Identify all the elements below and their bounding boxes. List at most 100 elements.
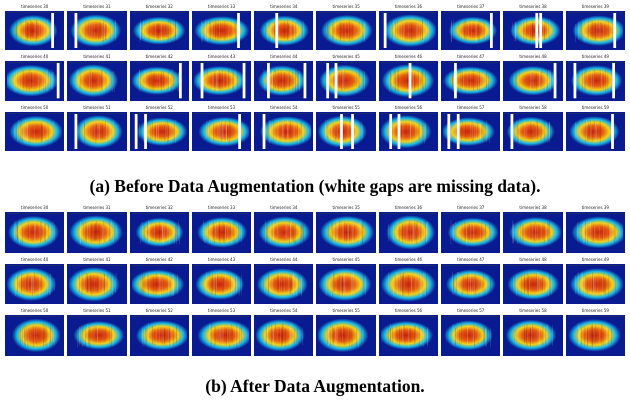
heatmap-cell-title: timeseries 41 — [67, 255, 127, 264]
missing-data-gap — [56, 63, 60, 99]
spectrogram-heatmap — [505, 316, 561, 354]
spectrogram-heatmap — [7, 264, 63, 303]
heatmap-cell-title: timeseries 39 — [565, 3, 625, 11]
spectrogram-heatmap — [318, 62, 374, 99]
heatmap-cell: timeseries 54 — [254, 103, 314, 151]
heatmap-cell-title: timeseries 35 — [316, 204, 376, 212]
heatmap-cell: timeseries 51 — [67, 103, 127, 151]
heatmap-cell: timeseries 36 — [378, 204, 439, 253]
heatmap-cell: timeseries 34 — [254, 3, 314, 51]
spectrogram-heatmap — [505, 112, 561, 149]
heatmap-cell-title: timeseries 49 — [565, 53, 625, 62]
missing-data-gap — [447, 113, 451, 149]
heatmap-cell-title: timeseries 48 — [503, 255, 563, 264]
spectrogram-heatmap — [131, 62, 187, 99]
heatmap-cell-title: timeseries 34 — [254, 204, 314, 212]
missing-data-gap — [490, 13, 493, 49]
heatmap-cell: timeseries 59 — [565, 307, 625, 356]
heatmap-cell-title: timeseries 37 — [441, 204, 501, 212]
heatmap-cell: timeseries 57 — [441, 103, 501, 151]
heatmap-cell: timeseries 31 — [67, 3, 127, 51]
missing-data-gap — [238, 113, 241, 149]
heatmap-cell-title: timeseries 33 — [191, 204, 252, 212]
spectrogram-heatmap — [380, 213, 437, 251]
missing-data-gap — [611, 63, 615, 99]
missing-data-gap — [340, 113, 344, 149]
spectrogram-heatmap — [567, 12, 623, 49]
heatmap-cell: timeseries 55 — [316, 307, 376, 356]
missing-data-gap — [267, 63, 271, 99]
heatmap-cell: timeseries 58 — [503, 307, 563, 356]
heatmap-cell: timeseries 30 — [5, 3, 65, 51]
heatmap-cell-title: timeseries 36 — [378, 3, 439, 11]
spectrogram-heatmap — [567, 213, 623, 251]
spectrogram-heatmap — [193, 62, 250, 99]
heatmap-cell-title: timeseries 31 — [67, 204, 127, 212]
heatmap-cell-title: timeseries 39 — [565, 204, 625, 212]
spectrogram-heatmap — [318, 12, 374, 49]
spectrogram-heatmap — [7, 213, 63, 251]
spectrogram-heatmap — [7, 316, 63, 354]
spectrogram-heatmap — [131, 264, 187, 303]
heatmap-cell-title: timeseries 50 — [5, 103, 65, 112]
heatmap-cell: timeseries 56 — [378, 307, 439, 356]
heatmap-cell: timeseries 54 — [254, 307, 314, 356]
spectrogram-heatmap — [7, 12, 63, 49]
spectrogram-heatmap — [256, 12, 312, 49]
heatmap-cell: timeseries 50 — [5, 103, 65, 151]
spectrogram-heatmap — [318, 264, 374, 303]
heatmap-grid-before: timeseries 30 timeseries 31 timeseries 32 t… — [5, 3, 625, 151]
heatmap-cell-title: timeseries 44 — [254, 255, 314, 264]
heatmap-cell-title: timeseries 51 — [67, 307, 127, 316]
missing-data-gap — [610, 113, 614, 149]
spectrogram-heatmap — [505, 62, 561, 99]
missing-data-gap — [383, 13, 387, 49]
heatmap-cell: timeseries 32 — [129, 3, 189, 51]
spectrogram-heatmap — [380, 316, 437, 354]
missing-data-gap — [275, 13, 279, 49]
spectrogram-heatmap — [69, 62, 125, 99]
missing-data-gap — [535, 13, 539, 49]
heatmap-cell: timeseries 38 — [503, 204, 563, 253]
heatmap-cell: timeseries 41 — [67, 53, 127, 101]
heatmap-cell-title: timeseries 50 — [5, 307, 65, 316]
missing-data-gap — [74, 113, 78, 149]
spectrogram-heatmap — [131, 12, 187, 49]
spectrogram-heatmap — [443, 112, 499, 149]
spectrogram-heatmap — [193, 12, 250, 49]
missing-data-gap — [237, 13, 240, 49]
heatmap-cell: timeseries 31 — [67, 204, 127, 253]
heatmap-cell: timeseries 55 — [316, 103, 376, 151]
heatmap-cell-title: timeseries 54 — [254, 103, 314, 112]
spectrogram-heatmap — [131, 213, 187, 251]
heatmap-cell-title: timeseries 34 — [254, 3, 314, 11]
heatmap-cell-title: timeseries 56 — [378, 103, 439, 112]
heatmap-cell-title: timeseries 45 — [316, 53, 376, 62]
missing-data-gap — [456, 113, 460, 149]
spectrogram-heatmap — [380, 12, 437, 49]
heatmap-cell: timeseries 53 — [191, 103, 252, 151]
heatmap-cell-title: timeseries 47 — [441, 53, 501, 62]
heatmap-grid-after: timeseries 30 timeseries 31 timeseries 32 t… — [5, 204, 625, 356]
heatmap-cell: timeseries 45 — [316, 255, 376, 305]
spectrogram-heatmap — [505, 264, 561, 303]
heatmap-cell: timeseries 59 — [565, 103, 625, 151]
missing-data-gap — [143, 113, 147, 149]
heatmap-cell-title: timeseries 37 — [441, 3, 501, 11]
heatmap-cell-title: timeseries 53 — [191, 307, 252, 316]
spectrogram-heatmap — [567, 316, 623, 354]
heatmap-cell-title: timeseries 32 — [129, 3, 189, 11]
spectrogram-heatmap — [380, 62, 437, 99]
heatmap-cell: timeseries 49 — [565, 255, 625, 305]
spectrogram-heatmap — [193, 213, 250, 251]
spectrogram-heatmap — [567, 264, 623, 303]
heatmap-cell-title: timeseries 53 — [191, 103, 252, 112]
heatmap-cell: timeseries 52 — [129, 307, 189, 356]
heatmap-cell: timeseries 40 — [5, 53, 65, 101]
heatmap-cell-title: timeseries 30 — [5, 3, 65, 11]
heatmap-cell-title: timeseries 59 — [565, 307, 625, 316]
heatmap-cell-title: timeseries 49 — [565, 255, 625, 264]
heatmap-cell-title: timeseries 42 — [129, 255, 189, 264]
heatmap-cell-title: timeseries 55 — [316, 307, 376, 316]
heatmap-cell-title: timeseries 57 — [441, 103, 501, 112]
